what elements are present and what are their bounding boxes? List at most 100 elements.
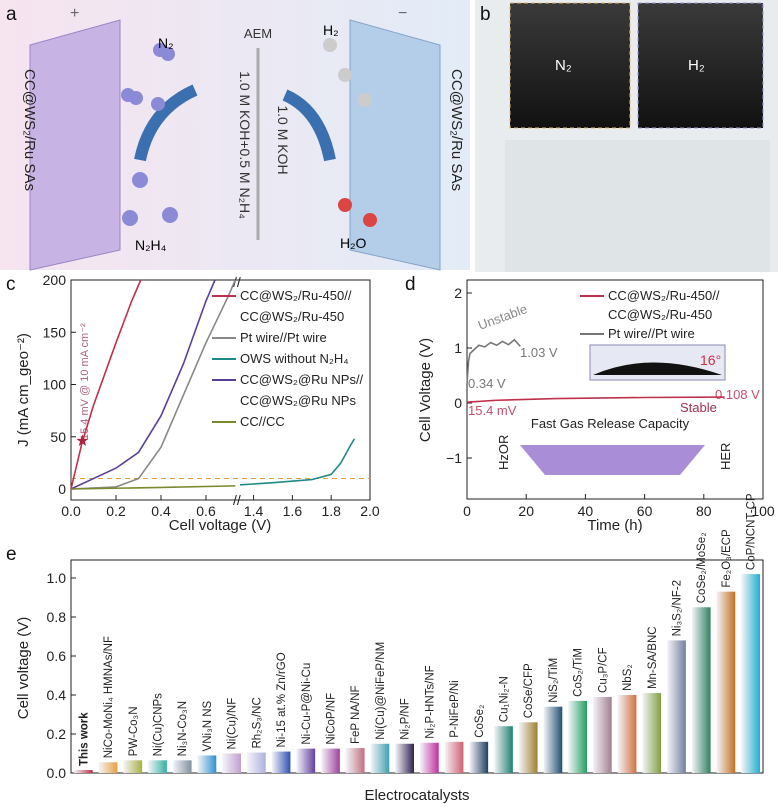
panel-label-e: e bbox=[6, 544, 17, 565]
bar-category-label: NbS₂ bbox=[622, 664, 634, 691]
bar bbox=[395, 743, 414, 773]
x-tick-label: 60 bbox=[637, 503, 653, 519]
electrolyzer-photo bbox=[505, 140, 770, 272]
panel-a-schematic: a + − CC@WS₂/Ru SAs CC@WS₂/Ru SAs N₂ N₂H… bbox=[0, 0, 470, 271]
legend-label: OWS without N₂H₄ bbox=[240, 351, 349, 366]
y-axis-label: Cell Voltage (V) bbox=[417, 338, 434, 442]
bar bbox=[271, 751, 291, 773]
legend-label: CC//CC bbox=[240, 414, 285, 429]
bar-category-label: Ni₂P-HNTs/NF bbox=[424, 665, 436, 738]
x-axis-label: Cell voltage (V) bbox=[169, 517, 272, 534]
y-tick-label: 0 bbox=[58, 481, 66, 497]
x-tick-label: 1.4 bbox=[244, 503, 264, 519]
unstable-label: Unstable bbox=[476, 301, 529, 333]
plot-frame bbox=[466, 279, 764, 500]
catholyte-label: 1.0 M KOH bbox=[275, 105, 291, 174]
h2-bubble-photo bbox=[637, 2, 764, 129]
series-line bbox=[70, 279, 216, 490]
gas-release-label: Fast Gas Release Capacity bbox=[531, 416, 690, 431]
her-label: HER bbox=[718, 443, 733, 470]
bar-category-label: Mn-SA/BNC bbox=[647, 626, 659, 689]
series-line bbox=[239, 438, 356, 486]
bar-category-label: Cu₃P/CF bbox=[597, 647, 609, 693]
axis-break-mark: // bbox=[233, 274, 241, 290]
bar-category-label: VNi₃N NS bbox=[202, 700, 214, 751]
pt-end-label: 1.03 V bbox=[520, 345, 558, 360]
x-tick-label: 0.6 bbox=[196, 503, 216, 519]
y-tick-label: 0.6 bbox=[47, 648, 67, 664]
bar bbox=[345, 748, 365, 773]
h2-photo-label: H₂ bbox=[688, 57, 705, 74]
bar bbox=[321, 748, 340, 773]
y-tick-label: 1.0 bbox=[47, 570, 67, 586]
n2-molecule-icon bbox=[121, 43, 175, 111]
bar bbox=[296, 748, 316, 773]
bar bbox=[123, 760, 143, 773]
bar-category-label: Ni(Cu)@NiFeP/NM bbox=[375, 642, 387, 740]
bar bbox=[74, 769, 93, 773]
cathode-label: CC@WS₂/Ru SAs bbox=[448, 69, 465, 191]
y-tick-label: −1 bbox=[446, 450, 462, 466]
x-tick-label: 0.2 bbox=[106, 503, 126, 519]
y-axis-label: J (mA cm_geo⁻²) bbox=[15, 333, 32, 447]
legend-label: Pt wire//Pt wire bbox=[608, 326, 695, 341]
x-tick-label: 40 bbox=[578, 503, 594, 519]
panel-e-bar-chart: e Electrocatalysts Cell voltage (V) 0.0 0… bbox=[6, 493, 764, 804]
bar-category-label: P-NiFeP/Ni bbox=[449, 680, 461, 738]
bar bbox=[617, 695, 637, 773]
bar-category-label: NiS₂/TiM bbox=[548, 658, 560, 703]
bar bbox=[518, 722, 538, 773]
aem-label: AEM bbox=[244, 26, 272, 41]
y-tick-label: 200 bbox=[43, 272, 67, 288]
droplet-shape bbox=[593, 362, 722, 375]
annotation-15mv: 15.4 mV @ 10 mA cm⁻² bbox=[79, 323, 91, 440]
h2o-label: H₂O bbox=[340, 235, 367, 251]
bar-category-label: Ni(Cu)/NF bbox=[227, 698, 239, 750]
legend-label: CC@WS₂/Ru-450// bbox=[240, 288, 352, 303]
bar-category-label: CoSe/CFP bbox=[523, 663, 535, 718]
bar bbox=[197, 755, 217, 773]
anode-electrode bbox=[29, 19, 121, 271]
bar bbox=[667, 640, 686, 773]
legend-label: CC@WS₂/Ru-450 bbox=[240, 309, 344, 324]
panel-d-stability-chart: d Time (h) Cell Voltage (V) Unstable 1.0… bbox=[405, 274, 775, 534]
panel-c-polarization-chart: c Cell voltage (V) J (mA cm_geo⁻²) 15.4 … bbox=[6, 272, 380, 534]
legend-label: CC@WS₂@Ru NPs bbox=[240, 393, 356, 408]
anode-label: CC@WS₂/Ru SAs bbox=[21, 69, 38, 191]
bar bbox=[568, 700, 587, 773]
x-axis-label: Electrocatalysts bbox=[364, 787, 469, 804]
x-axis-label: Time (h) bbox=[587, 517, 642, 534]
plot-frame bbox=[70, 279, 371, 501]
bar bbox=[543, 706, 563, 773]
y-tick-label: 0.4 bbox=[47, 687, 67, 703]
h2-label: H₂ bbox=[323, 22, 339, 38]
stable-label: Stable bbox=[680, 400, 717, 415]
series-line bbox=[70, 485, 236, 490]
x-tick-label: 80 bbox=[696, 503, 712, 519]
panel-label-d: d bbox=[405, 274, 416, 295]
bar bbox=[642, 693, 662, 773]
bar-category-label: CoSe₂ bbox=[474, 705, 486, 738]
n2-bubble-photo bbox=[509, 2, 631, 129]
legend-label: CC@WS₂/Ru-450// bbox=[608, 288, 720, 303]
panel-label-b: b bbox=[480, 4, 491, 25]
h2o-molecule-icon bbox=[338, 198, 377, 227]
bar bbox=[469, 741, 489, 773]
bar bbox=[716, 591, 736, 773]
surface-morphology-illustration bbox=[520, 445, 705, 475]
bar bbox=[222, 753, 241, 773]
plot-frame bbox=[70, 559, 764, 774]
x-tick-label: 1.6 bbox=[283, 503, 303, 519]
y-tick-label: 150 bbox=[43, 324, 67, 340]
x-tick-label: 2.0 bbox=[360, 503, 380, 519]
legend-label: CC@WS₂@Ru NPs// bbox=[240, 372, 364, 387]
y-tick-label: 100 bbox=[43, 377, 67, 393]
cathode-sign: − bbox=[398, 5, 407, 22]
x-tick-label: 0.4 bbox=[151, 503, 171, 519]
bar bbox=[370, 743, 390, 773]
axis-break-mark: // bbox=[233, 492, 241, 508]
bar-category-label: CoS₂/TiM bbox=[573, 648, 585, 697]
n2h4-label: N₂H₄ bbox=[135, 237, 167, 253]
bar-category-label: Rh₂S₃/NC bbox=[251, 697, 263, 748]
